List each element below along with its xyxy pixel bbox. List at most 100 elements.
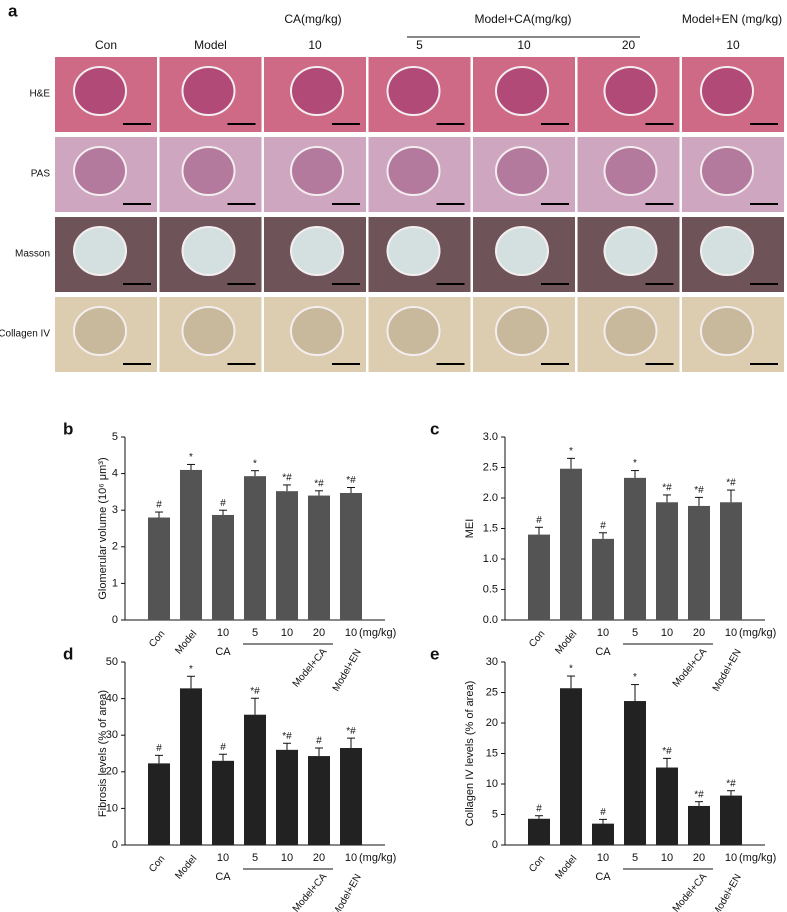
y-tick-label: 1 (112, 577, 118, 589)
bar (276, 749, 298, 845)
x-tick-label: 5 (632, 852, 638, 864)
group-label: Model+CA (671, 646, 710, 689)
unit-label: (mg/kg) (359, 852, 396, 864)
significance-mark: * (633, 672, 637, 683)
glomerulus (495, 306, 549, 356)
glomerulus (603, 226, 658, 276)
y-tick-label: 20 (486, 717, 498, 729)
bar (340, 748, 362, 845)
x-tick-label: Model (553, 629, 579, 657)
unit-label: (mg/kg) (739, 627, 776, 639)
glomerulus (495, 226, 549, 276)
x-tick-label: 10 (281, 852, 293, 864)
panel-label: a (8, 1, 18, 20)
x-tick-label: 5 (252, 852, 258, 864)
y-tick-label: 25 (486, 686, 498, 698)
significance-mark: *# (282, 473, 292, 484)
significance-mark: # (600, 807, 606, 818)
y-tick-label: 2.5 (483, 461, 498, 473)
significance-mark: # (600, 520, 606, 531)
glomerulus (700, 66, 754, 116)
bar (656, 502, 678, 620)
x-tick-label: 20 (313, 852, 325, 864)
row-label: Masson (15, 249, 50, 260)
x-tick-label: 20 (693, 627, 705, 639)
y-tick-label: 50 (106, 656, 118, 668)
y-tick-label: 20 (106, 766, 118, 778)
significance-mark: * (633, 458, 637, 469)
significance-mark: * (569, 446, 573, 457)
glomerulus (73, 146, 127, 196)
y-tick-label: 15 (486, 747, 498, 759)
significance-mark: * (253, 458, 257, 469)
x-tick-label: 10 (217, 627, 229, 639)
bar (528, 534, 550, 620)
group-label: Model+EN (331, 872, 364, 912)
group-label: CA (595, 646, 611, 658)
significance-mark: # (220, 498, 226, 509)
x-tick-label: 10 (345, 852, 357, 864)
y-tick-label: 1.0 (483, 553, 498, 565)
y-tick-label: 3.0 (483, 431, 498, 443)
glomerulus (603, 146, 658, 196)
group-header: Model+CA(mg/kg) (474, 12, 571, 26)
x-tick-label: Con (527, 629, 547, 650)
significance-mark: *# (694, 485, 704, 496)
significance-mark: # (316, 736, 322, 747)
panel-label: b (63, 419, 73, 438)
significance-mark: *# (662, 483, 672, 494)
y-tick-label: 10 (106, 802, 118, 814)
group-header: Model+EN (mg/kg) (682, 12, 782, 26)
group-label: CA (595, 871, 611, 883)
y-tick-label: 10 (486, 778, 498, 790)
significance-mark: *# (662, 746, 672, 757)
group-label: CA (215, 871, 231, 883)
bar (148, 517, 170, 620)
glomerulus (495, 66, 549, 116)
y-tick-label: 3 (112, 504, 118, 516)
y-axis-label: Glomerular volume (10⁶ μm³) (97, 457, 109, 599)
bar (180, 469, 202, 620)
y-tick-label: 30 (486, 656, 498, 668)
significance-mark: *# (250, 686, 260, 697)
significance-mark: *# (346, 726, 356, 737)
bar (688, 505, 710, 620)
x-tick-label: 10 (597, 852, 609, 864)
row-label: PAS (31, 169, 51, 180)
column-label: Model (194, 38, 227, 52)
glomerulus (386, 306, 441, 356)
bar (688, 805, 710, 845)
bar (720, 795, 742, 845)
x-tick-label: 5 (252, 627, 258, 639)
glomerulus (495, 146, 549, 196)
y-tick-label: 5 (492, 808, 498, 820)
x-tick-label: 10 (597, 627, 609, 639)
significance-mark: * (189, 452, 193, 463)
glomerulus (603, 306, 658, 356)
significance-mark: # (536, 515, 542, 526)
glomerulus (290, 66, 344, 116)
glomerulus (386, 146, 441, 196)
glomerulus (181, 146, 236, 196)
x-tick-label: 20 (693, 852, 705, 864)
bar (720, 502, 742, 620)
x-tick-label: Con (147, 854, 167, 875)
bar (276, 491, 298, 620)
y-axis-label: Collagen IV levels (% of area) (464, 681, 476, 827)
x-tick-label: 20 (313, 627, 325, 639)
column-label: 5 (416, 38, 423, 52)
significance-mark: *# (282, 731, 292, 742)
significance-mark: *# (314, 478, 324, 489)
group-label: Model+EN (711, 647, 744, 693)
bar (212, 514, 234, 620)
bar (244, 476, 266, 620)
unit-label: (mg/kg) (359, 627, 396, 639)
glomerulus (290, 226, 344, 276)
bar (244, 714, 266, 845)
x-tick-label: 10 (281, 627, 293, 639)
group-header: CA(mg/kg) (284, 12, 341, 26)
glomerulus (386, 226, 441, 276)
bar (340, 492, 362, 620)
glomerulus (290, 306, 344, 356)
y-tick-label: 0.5 (483, 583, 498, 595)
